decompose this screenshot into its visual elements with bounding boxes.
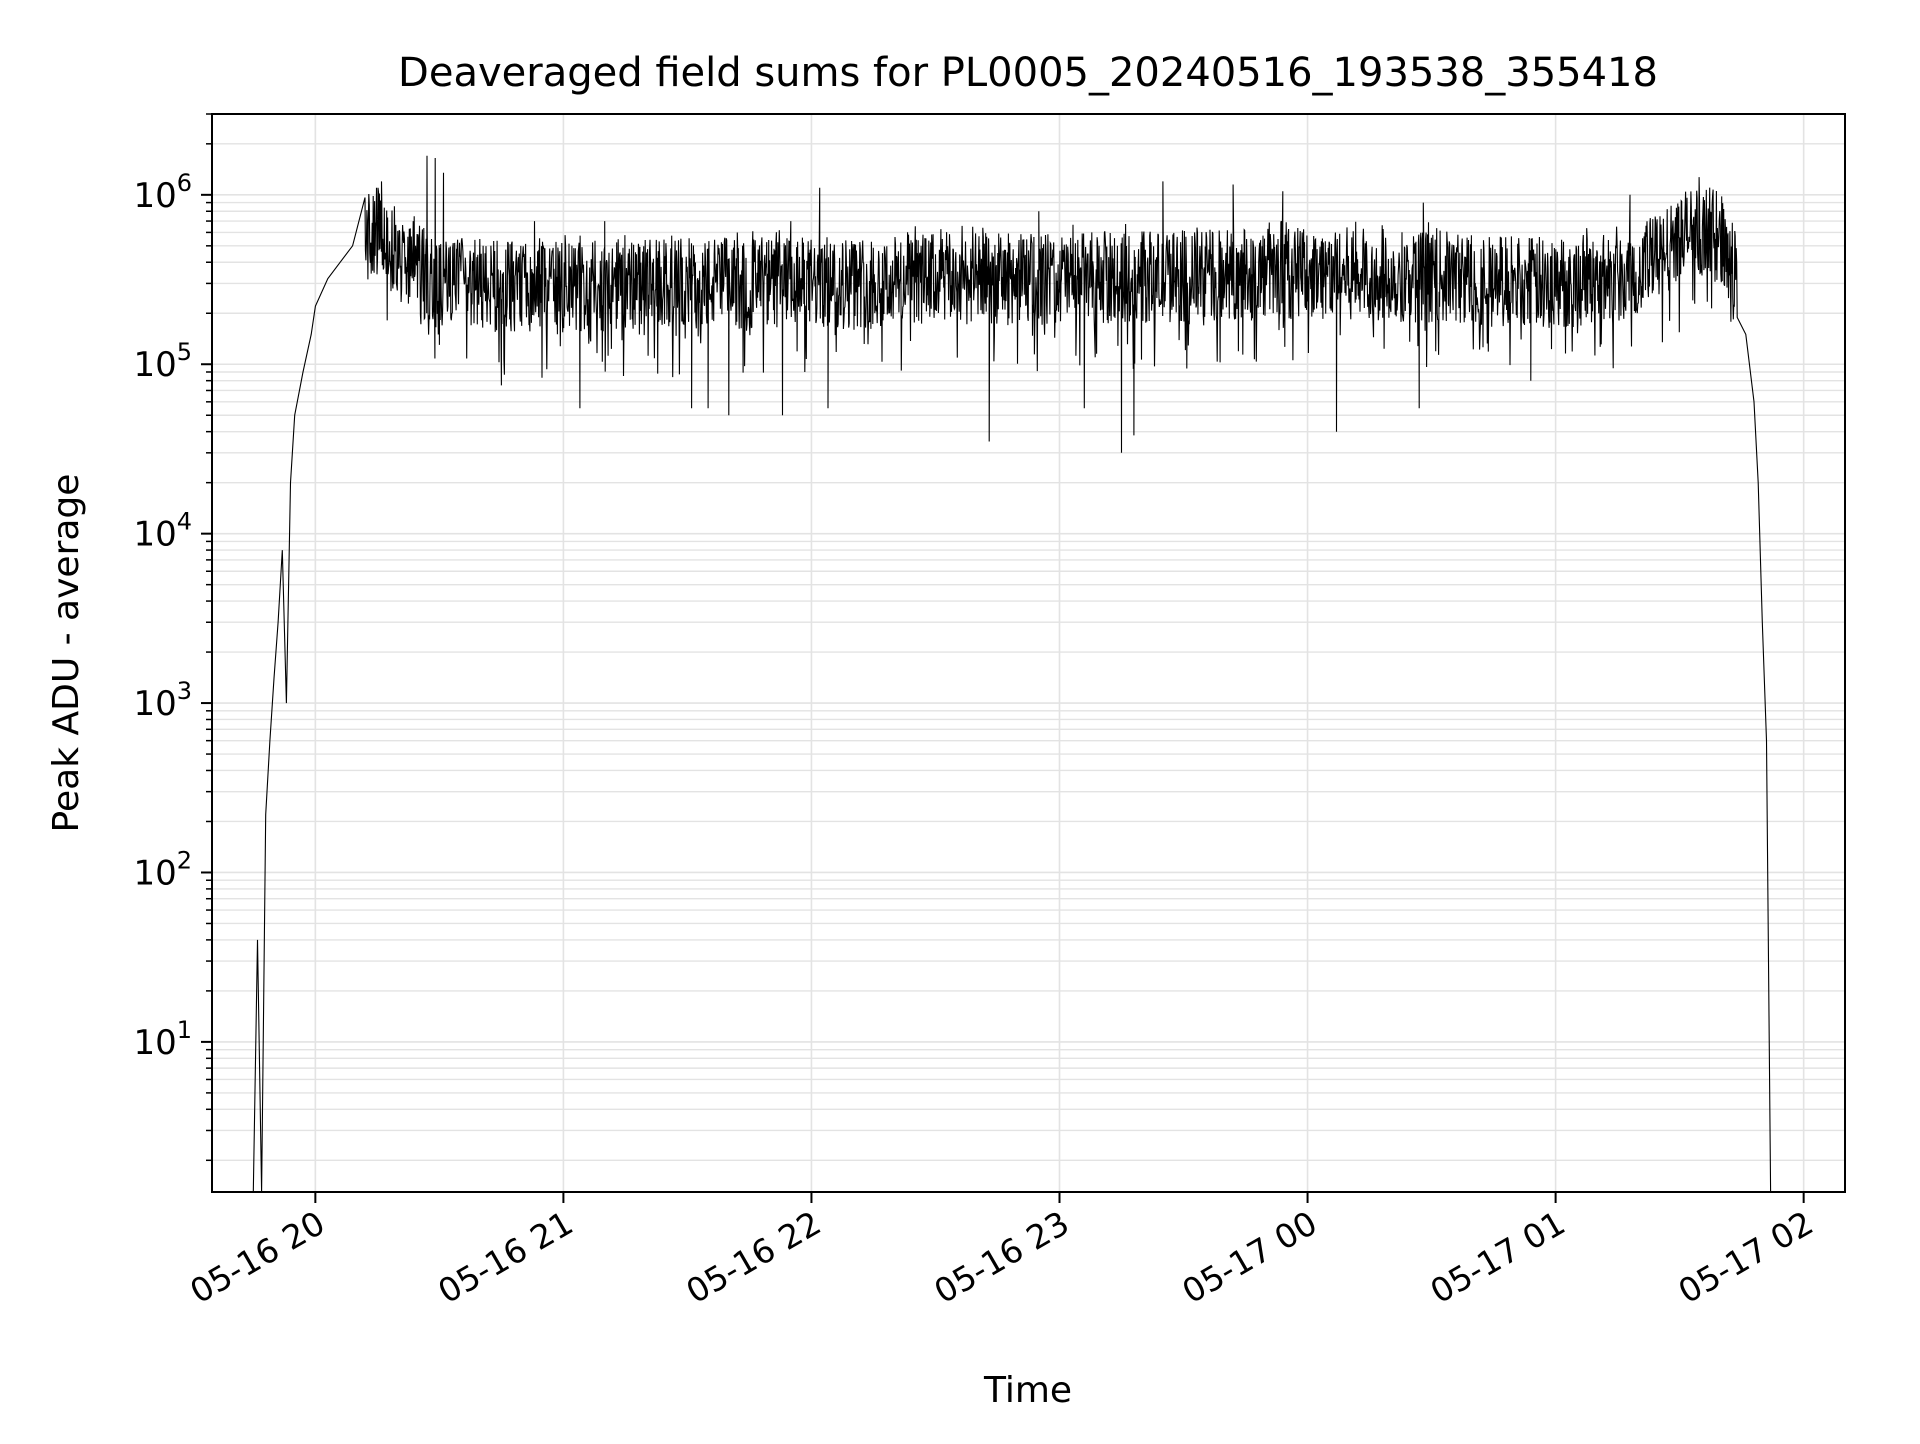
y-tick-label: 105 [133, 338, 192, 385]
y-tick-label: 104 [133, 508, 192, 555]
plot-frame [211, 113, 1846, 1193]
y-tick-label: 103 [133, 677, 192, 724]
y-tick-label: 101 [133, 1016, 192, 1063]
y-axis-label: Peak ADU - average [46, 474, 87, 833]
y-axis: 101 102 103 104 105 106 [133, 113, 212, 1162]
x-axis-label: Time [983, 1370, 1072, 1411]
y-tick-label: 106 [133, 169, 192, 216]
series-line [252, 155, 1772, 1192]
y-tick-label: 102 [133, 846, 192, 893]
chart-title: Deaveraged field sums for PL0005_2024051… [398, 50, 1658, 96]
grid [212, 113, 1845, 1192]
